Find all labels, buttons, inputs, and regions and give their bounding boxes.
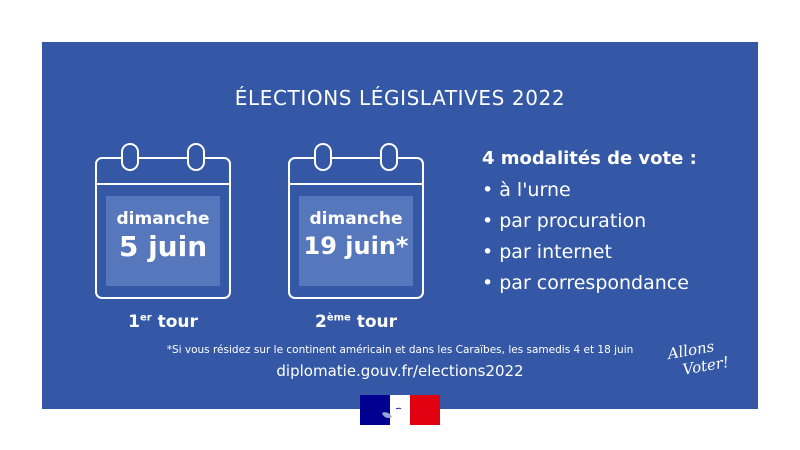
calendar-date-box: dimanche 19 juin*	[299, 196, 413, 286]
round-number: 1	[128, 312, 140, 332]
page-title: ÉLECTIONS LÉGISLATIVES 2022	[228, 86, 572, 111]
round-word: tour	[356, 312, 398, 332]
calendar-second-round: dimanche 19 juin*	[287, 142, 425, 300]
website-link[interactable]: diplomatie.gouv.fr/elections2022	[276, 362, 524, 380]
calendar-date: 19 juin*	[303, 232, 409, 260]
page-title-text: ÉLECTIONS LÉGISLATIVES 2022	[234, 86, 566, 110]
election-card: ÉLECTIONS LÉGISLATIVES 2022 dimanche 5 j…	[42, 42, 758, 409]
voting-mode-item: • par correspondance	[482, 272, 689, 294]
french-republic-logo	[360, 395, 440, 425]
footnote: *Si vous résidez sur le continent améric…	[166, 344, 634, 356]
allons-voter-slogan: Allons Voter!	[666, 331, 753, 394]
first-round-label: 1er tour	[94, 312, 232, 332]
calendar-day: dimanche	[116, 209, 210, 229]
round-number: 2	[314, 312, 327, 332]
title-wrap: ÉLECTIONS LÉGISLATIVES 2022	[42, 86, 758, 111]
calendar-icon	[95, 143, 231, 299]
calendar-icon	[288, 143, 424, 299]
second-round-label: 2ème tour	[287, 312, 425, 332]
voting-mode-item: • par procuration	[482, 210, 647, 232]
round-suffix: er	[139, 312, 152, 324]
voting-modes: 4 modalités de vote : • à l'urne • par p…	[482, 148, 697, 303]
calendar-first-round: dimanche 5 juin	[94, 142, 232, 300]
calendar-date-box: dimanche 5 juin	[106, 196, 220, 286]
calendar-day: dimanche	[309, 209, 403, 229]
round-word: tour	[157, 312, 198, 332]
calendar-date: 5 juin	[118, 230, 208, 263]
voting-modes-title: 4 modalités de vote :	[482, 148, 697, 169]
voting-mode-item: • par internet	[482, 241, 612, 263]
voting-mode-item: • à l'urne	[482, 179, 571, 201]
round-suffix: ème	[326, 312, 351, 324]
